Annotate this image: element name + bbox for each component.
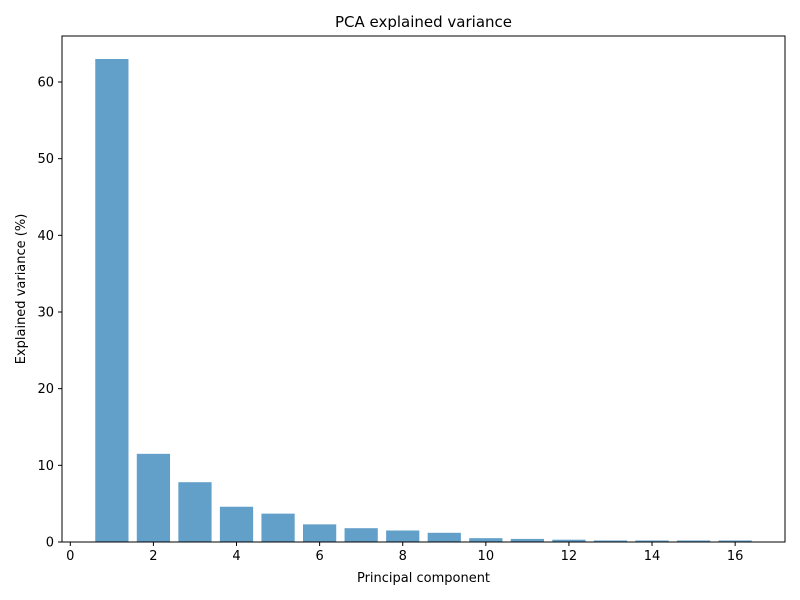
bar-pc-8: [386, 530, 420, 542]
plot-area-frame: [61, 35, 786, 543]
bar-pc-5: [261, 513, 295, 542]
bar-pc-14: [635, 540, 669, 542]
x-tick-label: 4: [232, 549, 240, 564]
x-tick-label: 14: [644, 549, 661, 564]
x-tick-label: 0: [66, 549, 74, 564]
x-tick-label: 2: [149, 549, 157, 564]
bar-pc-4: [219, 506, 254, 542]
y-tick-label: 0: [46, 536, 54, 551]
x-axis-ticks: 0 2 4 6 8 10 12 14 16: [66, 542, 743, 564]
x-tick-label: 8: [399, 549, 407, 564]
bar-pc-10: [469, 538, 503, 542]
x-tick-label: 16: [727, 549, 744, 564]
bar-pc-1: [95, 59, 129, 542]
x-tick-label: 12: [561, 549, 578, 564]
bar-pc-12: [552, 539, 586, 542]
bar-pc-11: [510, 538, 544, 542]
bar-pc-9: [427, 532, 461, 542]
y-tick-label: 60: [37, 76, 54, 91]
x-tick-label: 10: [478, 549, 495, 564]
y-tick-label: 20: [37, 382, 54, 397]
bar-pc-3: [178, 482, 212, 542]
y-tick-label: 40: [37, 229, 54, 244]
bars-group: [95, 59, 752, 542]
bar-pc-2: [136, 453, 171, 542]
chart-title: PCA explained variance: [335, 13, 512, 31]
x-axis-label: Principal component: [357, 571, 490, 586]
y-axis-ticks: 0 10 20 30 40 50 60: [37, 76, 62, 551]
x-tick-label: 6: [315, 549, 323, 564]
bar-pc-7: [344, 528, 378, 542]
bar-pc-13: [593, 540, 628, 542]
bar-pc-15: [676, 540, 711, 542]
y-tick-label: 30: [37, 306, 54, 321]
bar-pc-16: [718, 540, 752, 542]
bar-pc-6: [303, 524, 337, 542]
y-axis-label: Explained variance (%): [14, 214, 29, 365]
y-tick-label: 50: [37, 152, 54, 167]
y-tick-label: 10: [37, 459, 54, 474]
